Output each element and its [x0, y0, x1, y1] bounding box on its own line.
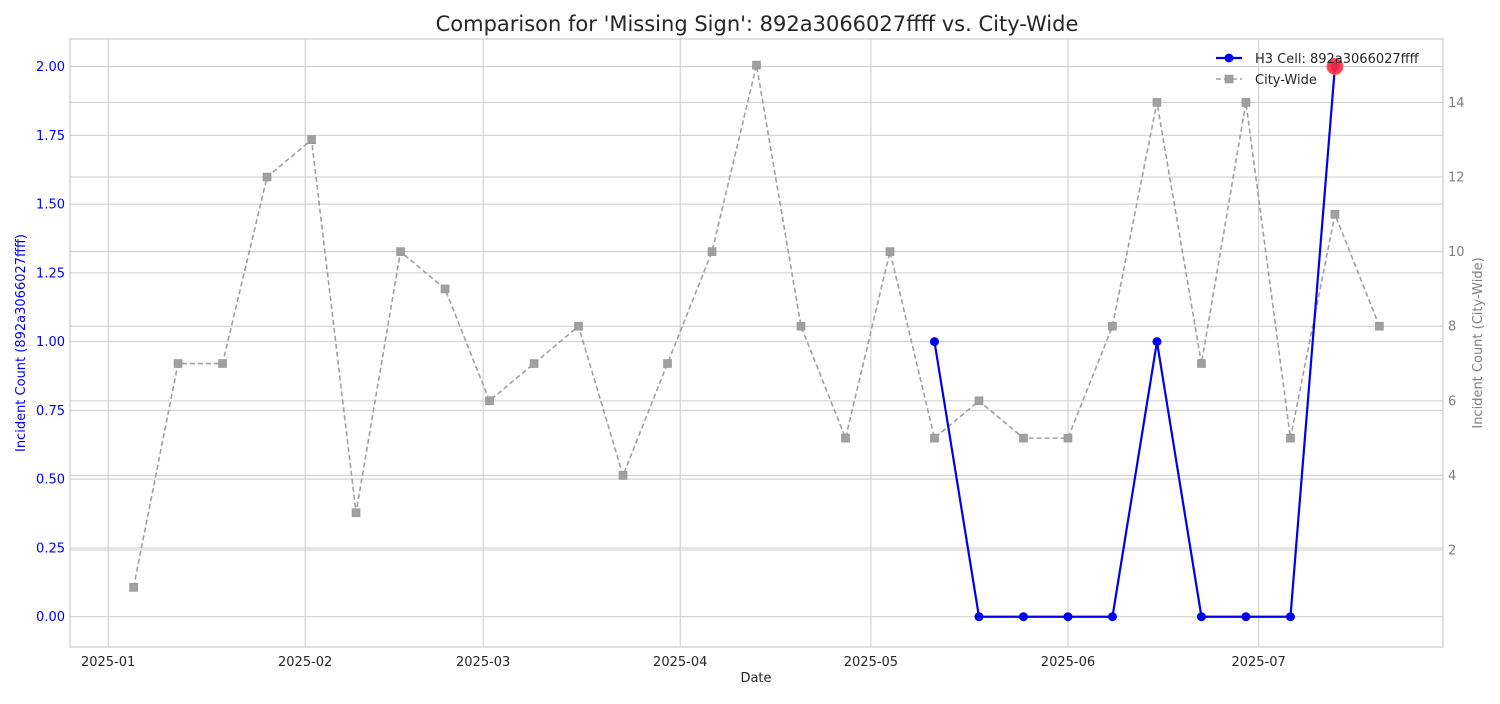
y-tick-label-left: 1.00 [36, 335, 65, 350]
series-point-citywide [574, 321, 583, 331]
series-point-h3 [1241, 612, 1251, 622]
series-point-citywide [351, 508, 361, 518]
series-point-citywide [1241, 98, 1251, 107]
series-point-citywide [218, 359, 227, 368]
series-point-h3 [1152, 337, 1162, 347]
series-point-h3 [1196, 612, 1206, 622]
x-tick-label: 2025-02 [278, 655, 332, 670]
y-tick-label-left: 1.50 [36, 198, 65, 213]
legend-marker-h3 [1224, 53, 1234, 63]
series-line-citywide [132, 64, 1381, 588]
grid-layer [70, 39, 1443, 647]
series-point-citywide [173, 359, 183, 368]
series-point-citywide [1063, 433, 1073, 443]
series-point-citywide [1330, 210, 1340, 219]
series-point-citywide [663, 359, 672, 368]
x-tick-label: 2025-03 [456, 655, 510, 670]
y-tick-label-right: 10 [1448, 245, 1465, 260]
legend-label-citywide: City-Wide [1255, 73, 1317, 88]
x-axis-label: Date [740, 671, 771, 686]
series-point-citywide [485, 396, 494, 406]
series-point-citywide [1019, 433, 1028, 443]
y-tick-label-right: 12 [1448, 171, 1465, 186]
x-tick-label: 2025-04 [653, 655, 707, 670]
x-tick-label: 2025-06 [1041, 655, 1095, 670]
series-point-h3 [1285, 612, 1295, 622]
series-layer [129, 58, 1384, 622]
y-tick-label-left: 0.50 [36, 473, 65, 488]
y-axis-label-left: Incident Count (892a3066027ffff) [14, 234, 29, 452]
series-point-citywide [129, 583, 138, 592]
series-point-citywide [618, 471, 628, 480]
series-point-citywide [974, 396, 984, 406]
series-point-h3 [974, 612, 984, 622]
series-point-citywide [930, 433, 939, 443]
series-line-h3 [933, 66, 1337, 618]
y-tick-label-left: 1.75 [36, 129, 65, 144]
highlight-point [1326, 58, 1344, 76]
series-point-citywide [796, 321, 806, 331]
legend-marker-citywide [1224, 74, 1234, 84]
plot-frame [69, 38, 1444, 648]
chart-title: Comparison for 'Missing Sign': 892a30660… [436, 12, 1079, 36]
y-tick-label-right: 4 [1448, 469, 1456, 484]
series-point-citywide [752, 60, 761, 70]
series-point-h3 [1063, 612, 1073, 622]
y-tick-label-left: 0.00 [36, 610, 65, 625]
series-point-citywide [885, 247, 895, 256]
y-axis-label-right: Incident Count (City-Wide) [1471, 257, 1486, 428]
series-point-citywide [707, 247, 717, 256]
series-point-citywide [396, 247, 405, 256]
x-tick-label: 2025-07 [1231, 655, 1285, 670]
x-tick-label: 2025-01 [81, 655, 135, 670]
series-point-citywide [440, 284, 450, 294]
series-point-citywide [841, 433, 850, 443]
y-tick-label-left: 0.25 [36, 541, 65, 556]
series-point-citywide [529, 359, 539, 368]
series-point-citywide [1286, 433, 1295, 443]
y-tick-label-right: 14 [1448, 96, 1465, 111]
series-point-citywide [307, 135, 316, 145]
series-point-citywide [1108, 321, 1117, 331]
series-point-h3 [1018, 612, 1028, 622]
series-point-citywide [1197, 359, 1206, 368]
series-point-citywide [262, 172, 272, 182]
legend: H3 Cell: 892a3066027ffff City-Wide [1216, 52, 1420, 88]
tick-layer: 2025-01 2025-02 2025-03 2025-04 2025-05 2025-… [36, 60, 1465, 670]
y-tick-label-right: 8 [1448, 320, 1456, 335]
y-tick-label-left: 2.00 [36, 60, 65, 75]
series-point-h3 [1107, 612, 1117, 622]
series-point-h3 [929, 337, 939, 347]
series-point-citywide [1152, 98, 1162, 107]
x-tick-label: 2025-05 [844, 655, 898, 670]
y-tick-label-right: 6 [1448, 394, 1456, 409]
y-tick-label-left: 1.25 [36, 266, 65, 281]
y-tick-label-right: 2 [1448, 544, 1456, 559]
y-tick-label-left: 0.75 [36, 404, 65, 419]
series-point-citywide [1375, 321, 1384, 331]
legend-label-h3: H3 Cell: 892a3066027ffff [1255, 52, 1420, 67]
